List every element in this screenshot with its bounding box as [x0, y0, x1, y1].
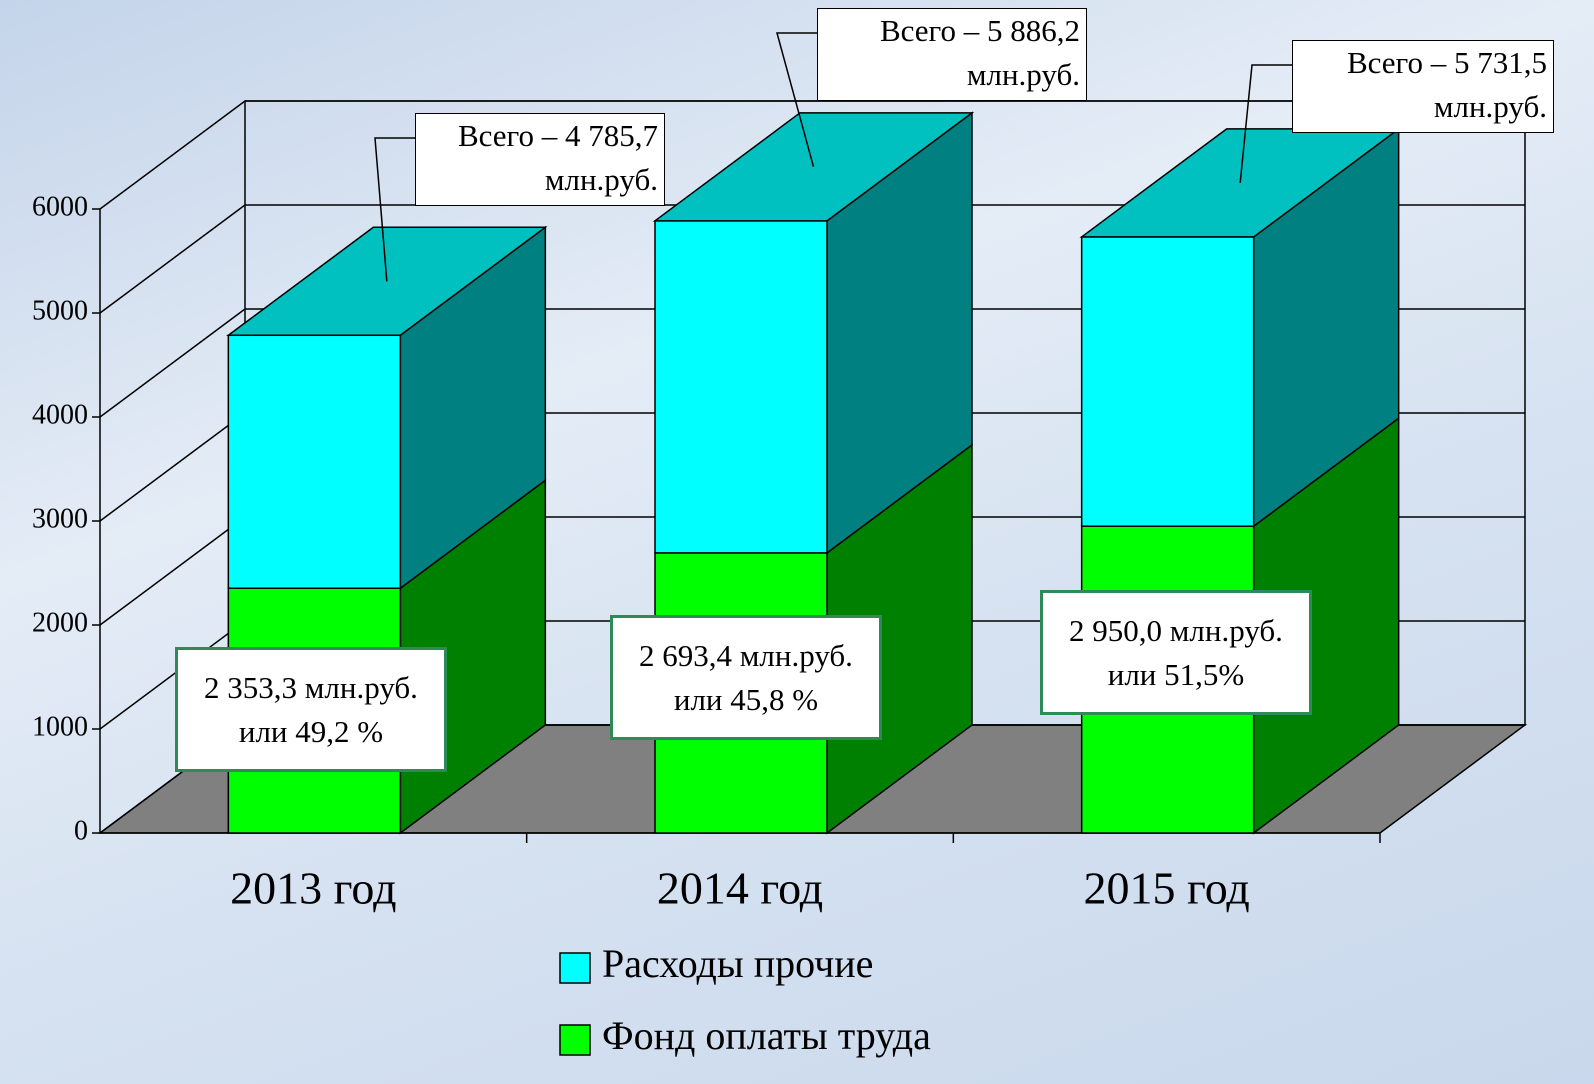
y-tick-label: 1000 — [32, 711, 88, 742]
grid-line — [99, 412, 246, 522]
x-tick-label: 2013 год — [230, 863, 396, 914]
leader-line — [1239, 64, 1292, 183]
grid-line — [99, 204, 246, 314]
data-label: 2 693,4 млн.руб. или 45,8 % — [610, 615, 882, 740]
bar — [654, 220, 828, 554]
legend-swatch — [559, 1024, 591, 1056]
y-tick-label: 6000 — [32, 191, 88, 222]
grid-line — [99, 620, 246, 730]
legend-label: Расходы прочие — [602, 941, 873, 986]
grid-line — [99, 308, 246, 418]
grid-line — [99, 100, 246, 210]
leader-line — [776, 32, 817, 168]
y-tick-label: 5000 — [32, 295, 88, 326]
total-label: Всего – 5 886,2 млн.руб. — [817, 8, 1087, 101]
data-label: 2 950,0 млн.руб. или 51,5% — [1040, 590, 1312, 715]
y-tick-label: 3000 — [32, 503, 88, 534]
bar — [227, 334, 402, 590]
x-tick-label: 2014 год — [657, 863, 823, 914]
total-label: Всего – 5 731,5 млн.руб. — [1292, 40, 1554, 133]
legend-swatch — [559, 952, 591, 984]
grid-line — [99, 516, 246, 626]
leader-line — [374, 137, 415, 282]
data-label: 2 353,3 млн.руб. или 49,2 % — [175, 647, 447, 772]
y-tick-label: 2000 — [32, 607, 88, 638]
y-tick-label: 4000 — [32, 399, 88, 430]
y-tick-label: 0 — [74, 815, 88, 846]
total-label: Всего – 4 785,7 млн.руб. — [415, 113, 665, 206]
legend-label: Фонд оплаты труда — [602, 1013, 931, 1058]
bar — [1080, 236, 1255, 527]
x-tick-label: 2015 год — [1084, 863, 1250, 914]
